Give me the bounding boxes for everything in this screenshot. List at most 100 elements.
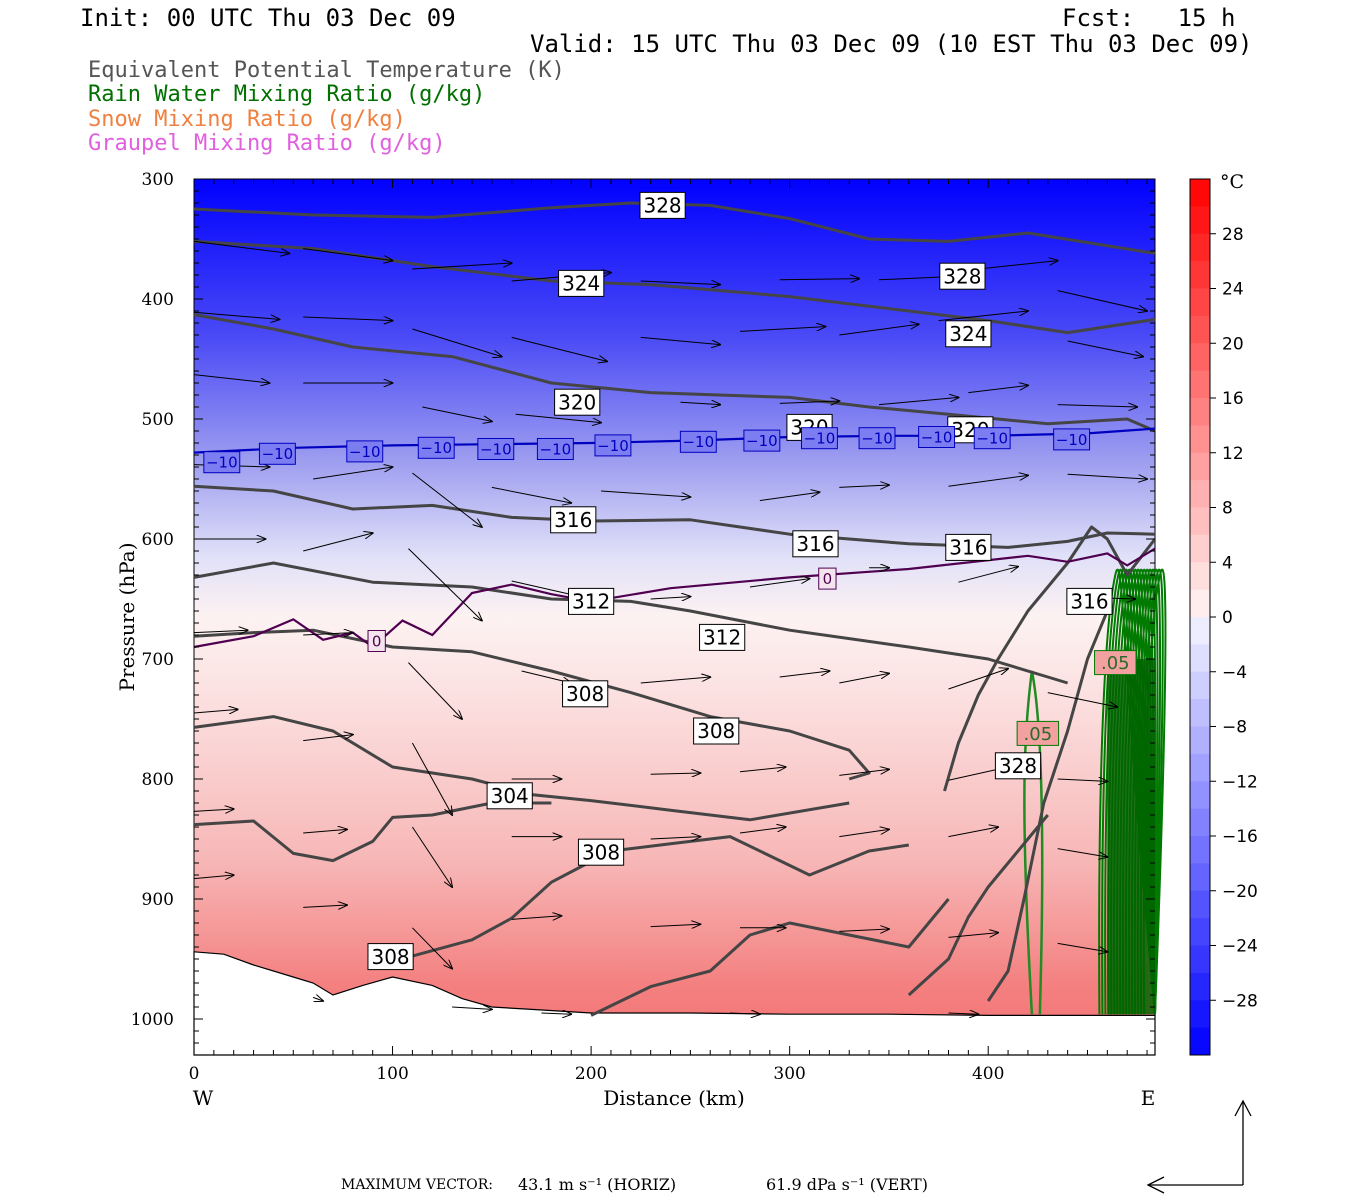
colorbar-step (1190, 644, 1210, 673)
colorbar-step (1190, 1027, 1210, 1056)
wind-vector-arrow (640, 677, 710, 684)
temperature-label: −10 (976, 430, 1008, 448)
temperature-label: −10 (206, 454, 238, 472)
colorbar-label: −16 (1222, 827, 1258, 847)
colorbar-step (1190, 398, 1210, 426)
wind-vector-arrow (650, 837, 701, 839)
wind-vector-arrow (411, 826, 452, 887)
wind-vector-arrow (303, 317, 392, 321)
wind-vector-arrow (650, 773, 701, 774)
colorbar-step (1190, 890, 1210, 919)
wind-vector-arrow (958, 567, 1018, 583)
theta-e-label-box (693, 717, 740, 745)
theta-e-contour (590, 898, 950, 1017)
colorbar: 28 24 20 16 12 8 4 0 −4 −8 −12 −16 −20 −24 −28 (1189, 178, 1258, 1056)
theta-e-label: 312 (572, 590, 610, 614)
max-vector-horizontal: 43.1 m s⁻¹ (HORIZ) (518, 1175, 677, 1194)
wind-vector-arrow (412, 927, 452, 969)
theta-e-contour (986, 610, 1109, 1002)
wind-vector-arrow (839, 673, 889, 684)
wind-vector-arrow (1067, 473, 1147, 479)
colorbar-step (1190, 288, 1210, 317)
wind-vector-arrow (511, 336, 607, 361)
colorbar-label: −24 (1222, 937, 1258, 957)
legend-graupel-mixing-ratio: Graupel Mixing Ratio (g/kg) (88, 131, 446, 156)
temperature-contour-line (193, 547, 1156, 649)
wind-vector-arrow (739, 327, 825, 332)
west-label: W (193, 1086, 214, 1110)
colorbar-label: −28 (1222, 991, 1258, 1011)
theta-e-contour (193, 201, 1156, 255)
rain-core (1107, 659, 1155, 1015)
colorbar-label: 0 (1222, 608, 1233, 628)
wind-vector-arrow (303, 735, 353, 742)
legend-snow-mixing-ratio: Snow Mixing Ratio (g/kg) (88, 107, 406, 132)
temperature-label-box (973, 427, 1011, 450)
wind-vector-arrow (515, 413, 601, 422)
temperature-label-box (594, 434, 632, 457)
temperature-label: −10 (480, 440, 512, 458)
theta-e-label: 324 (562, 272, 600, 296)
theta-e-label-box (550, 506, 597, 534)
theta-e-label: 328 (999, 754, 1037, 778)
wind-vector-arrow (601, 490, 690, 497)
wind-vector-arrow (303, 248, 392, 261)
temperature-label: −10 (540, 440, 572, 458)
wind-vector-arrow (411, 742, 452, 815)
wind-vector-arrow (839, 829, 889, 838)
wind-vector-arrow (193, 709, 238, 713)
colorbar-step (1190, 562, 1210, 591)
theta-e-label-box (568, 587, 615, 615)
colorbar-step (1190, 370, 1210, 399)
theta-e-contour (907, 814, 1049, 997)
temperature-label-box (417, 436, 455, 459)
colorbar-step (1190, 315, 1210, 344)
theta-e-label-box (699, 623, 746, 651)
theta-e-label-box (562, 680, 609, 708)
theta-e-label: 316 (1070, 590, 1108, 614)
temperature-label: −10 (861, 430, 893, 448)
theta-e-label-box (554, 388, 601, 416)
temperature-label: −10 (420, 439, 452, 457)
colorbar-step (1190, 945, 1210, 974)
theta-e-label-box (577, 838, 625, 866)
rain-label-box (1094, 650, 1137, 676)
colorbar-label: 20 (1222, 334, 1244, 354)
colorbar-step (1190, 534, 1210, 563)
theta-e-label: 328 (643, 194, 681, 218)
theta-e-label-box (994, 752, 1042, 780)
rain-water-contours (1023, 568, 1167, 1015)
wind-vector-arrow (739, 827, 786, 834)
colorbar-step (1190, 781, 1210, 810)
temperature-label-box (818, 567, 837, 590)
colorbar-step (1190, 726, 1210, 755)
colorbar-step (1190, 918, 1210, 946)
theta-e-label-box (1066, 587, 1113, 615)
wind-vector-arrow (739, 767, 786, 773)
temperature-label-box (367, 630, 386, 652)
wind-vector-arrow (749, 579, 810, 588)
legend-rain-water-mixing-ratio: Rain Water Mixing Ratio (g/kg) (88, 82, 486, 107)
temperature-label: −10 (1056, 431, 1088, 449)
temperature-label: −10 (597, 437, 629, 455)
y-axis-title: Pressure (hPa) (115, 543, 139, 692)
y-tick-label: 600 (142, 530, 174, 550)
colorbar-unit: °C (1220, 171, 1244, 193)
theta-e-label-box (939, 262, 986, 290)
temperature-label-box (258, 442, 296, 465)
rain-label: .05 (1101, 653, 1130, 674)
y-tick-label: 1000 (131, 1010, 174, 1030)
theta-e-label: 308 (697, 719, 735, 743)
wind-vector-arrow (779, 279, 859, 280)
theta-e-label: 308 (582, 840, 620, 864)
colorbar-step (1190, 699, 1210, 727)
x-tick-label: 100 (376, 1064, 408, 1084)
wind-vector-arrow (650, 597, 691, 599)
theta-e-label: 308 (566, 682, 604, 706)
wind-vector-arrow (422, 406, 491, 421)
colorbar-step (1190, 480, 1210, 508)
theta-e-contour (193, 801, 552, 863)
temperature-label: −10 (682, 433, 714, 451)
wind-vector-arrow (948, 475, 1028, 487)
wind-vector-arrow (408, 548, 481, 621)
